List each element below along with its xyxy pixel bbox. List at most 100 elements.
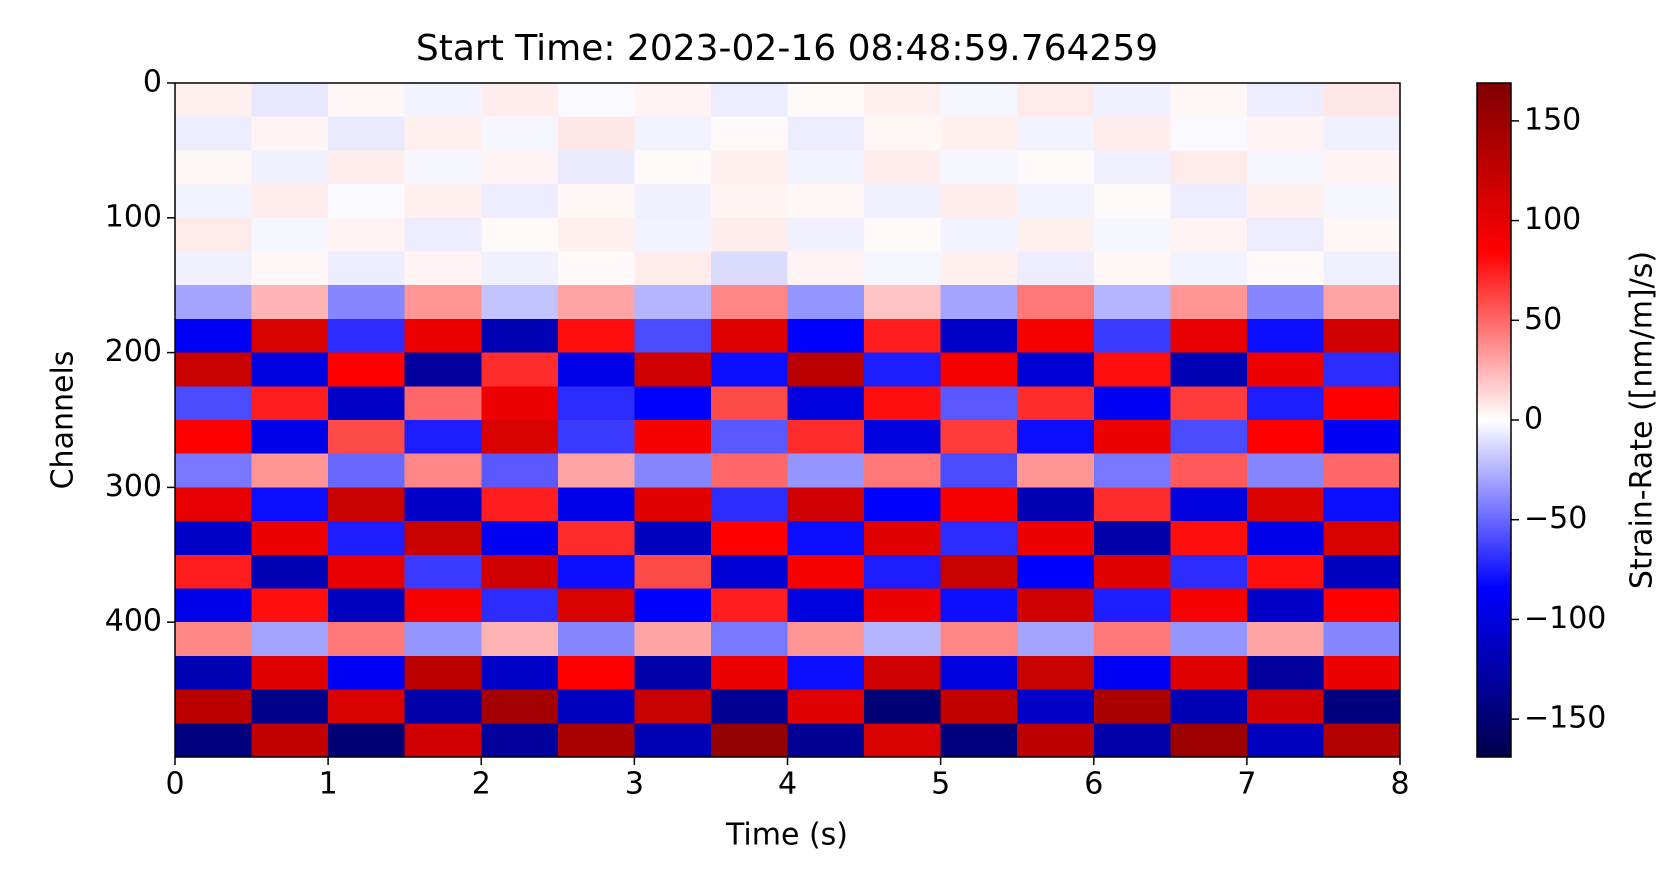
colorbar-tick-label: 0 [1524, 402, 1543, 437]
cell [1323, 689, 1401, 724]
cell [1246, 116, 1325, 151]
cell [940, 386, 1018, 421]
cell [864, 689, 942, 724]
y-tick-label: 0 [143, 65, 162, 100]
cell [328, 420, 406, 455]
cell [1093, 251, 1171, 286]
cell [1246, 184, 1325, 219]
cell [710, 386, 789, 421]
x-tick-label: 0 [165, 767, 184, 802]
cell [404, 521, 482, 556]
cell [787, 420, 865, 455]
cell [557, 723, 635, 758]
cell [634, 420, 712, 455]
cell [1323, 723, 1401, 758]
cell [940, 251, 1018, 286]
cell [175, 217, 253, 253]
cell [557, 420, 635, 455]
cell [328, 251, 406, 286]
y-tick-label: 300 [105, 469, 162, 504]
cell [1323, 622, 1401, 657]
cell [251, 386, 329, 421]
chart-title: Start Time: 2023-02-16 08:48:59.764259 [416, 28, 1158, 69]
cell [175, 453, 253, 488]
cell [940, 521, 1018, 556]
cell [1170, 386, 1248, 421]
cell [634, 622, 712, 657]
cell [1323, 116, 1401, 151]
cell [175, 655, 253, 691]
cell [864, 487, 942, 522]
colorbar-tick-label: 50 [1524, 302, 1562, 337]
cell [634, 116, 712, 151]
cell [1093, 217, 1171, 253]
cell [481, 588, 559, 623]
cell [175, 554, 253, 590]
cell [1246, 487, 1325, 522]
cell [328, 116, 406, 151]
cell [1323, 285, 1401, 320]
cell [481, 352, 559, 387]
y-tick-label: 100 [105, 199, 162, 234]
cell [787, 689, 865, 724]
cell [175, 116, 253, 151]
colorbar-tick-label: −100 [1524, 601, 1606, 636]
cell [1170, 150, 1248, 185]
cell [787, 318, 865, 354]
cell [251, 83, 329, 118]
cell [175, 386, 253, 421]
cell [1093, 521, 1171, 556]
cell [557, 352, 635, 387]
cell [557, 453, 635, 488]
cell [787, 217, 865, 253]
cell [1323, 150, 1401, 185]
cell [1017, 285, 1095, 320]
cell [557, 554, 635, 590]
cell [328, 689, 406, 724]
cell [634, 352, 712, 387]
cell [1093, 588, 1171, 623]
x-tick-label: 7 [1237, 767, 1256, 802]
cell [328, 487, 406, 522]
cell [787, 554, 865, 590]
cell [1170, 453, 1248, 488]
cell [1323, 386, 1401, 421]
cell [1093, 554, 1171, 590]
cell [787, 622, 865, 657]
cell [404, 453, 482, 488]
x-tick-label: 5 [931, 767, 950, 802]
cell [1323, 251, 1401, 286]
cell [251, 554, 329, 590]
cell [940, 453, 1018, 488]
cell [864, 217, 942, 253]
cell [1323, 554, 1401, 590]
cell [404, 184, 482, 219]
cell [634, 285, 712, 320]
cell [404, 83, 482, 118]
cell [940, 588, 1018, 623]
cell [1170, 521, 1248, 556]
cell [864, 622, 942, 657]
cell [481, 217, 559, 253]
cell [404, 723, 482, 758]
cell [940, 217, 1018, 253]
cell [634, 386, 712, 421]
y-axis-label: Channels [46, 351, 81, 490]
cell [1017, 723, 1095, 758]
cell [481, 150, 559, 185]
cell [557, 116, 635, 151]
cell [940, 622, 1018, 657]
cell [710, 521, 789, 556]
cell [864, 420, 942, 455]
cell [1017, 655, 1095, 691]
cell [175, 150, 253, 185]
cell [1093, 318, 1171, 354]
cell [787, 453, 865, 488]
cell [175, 251, 253, 286]
cell [1170, 689, 1248, 724]
cell [864, 453, 942, 488]
cell [1170, 487, 1248, 522]
cell [328, 83, 406, 118]
cell [1246, 521, 1325, 556]
cell [634, 184, 712, 219]
